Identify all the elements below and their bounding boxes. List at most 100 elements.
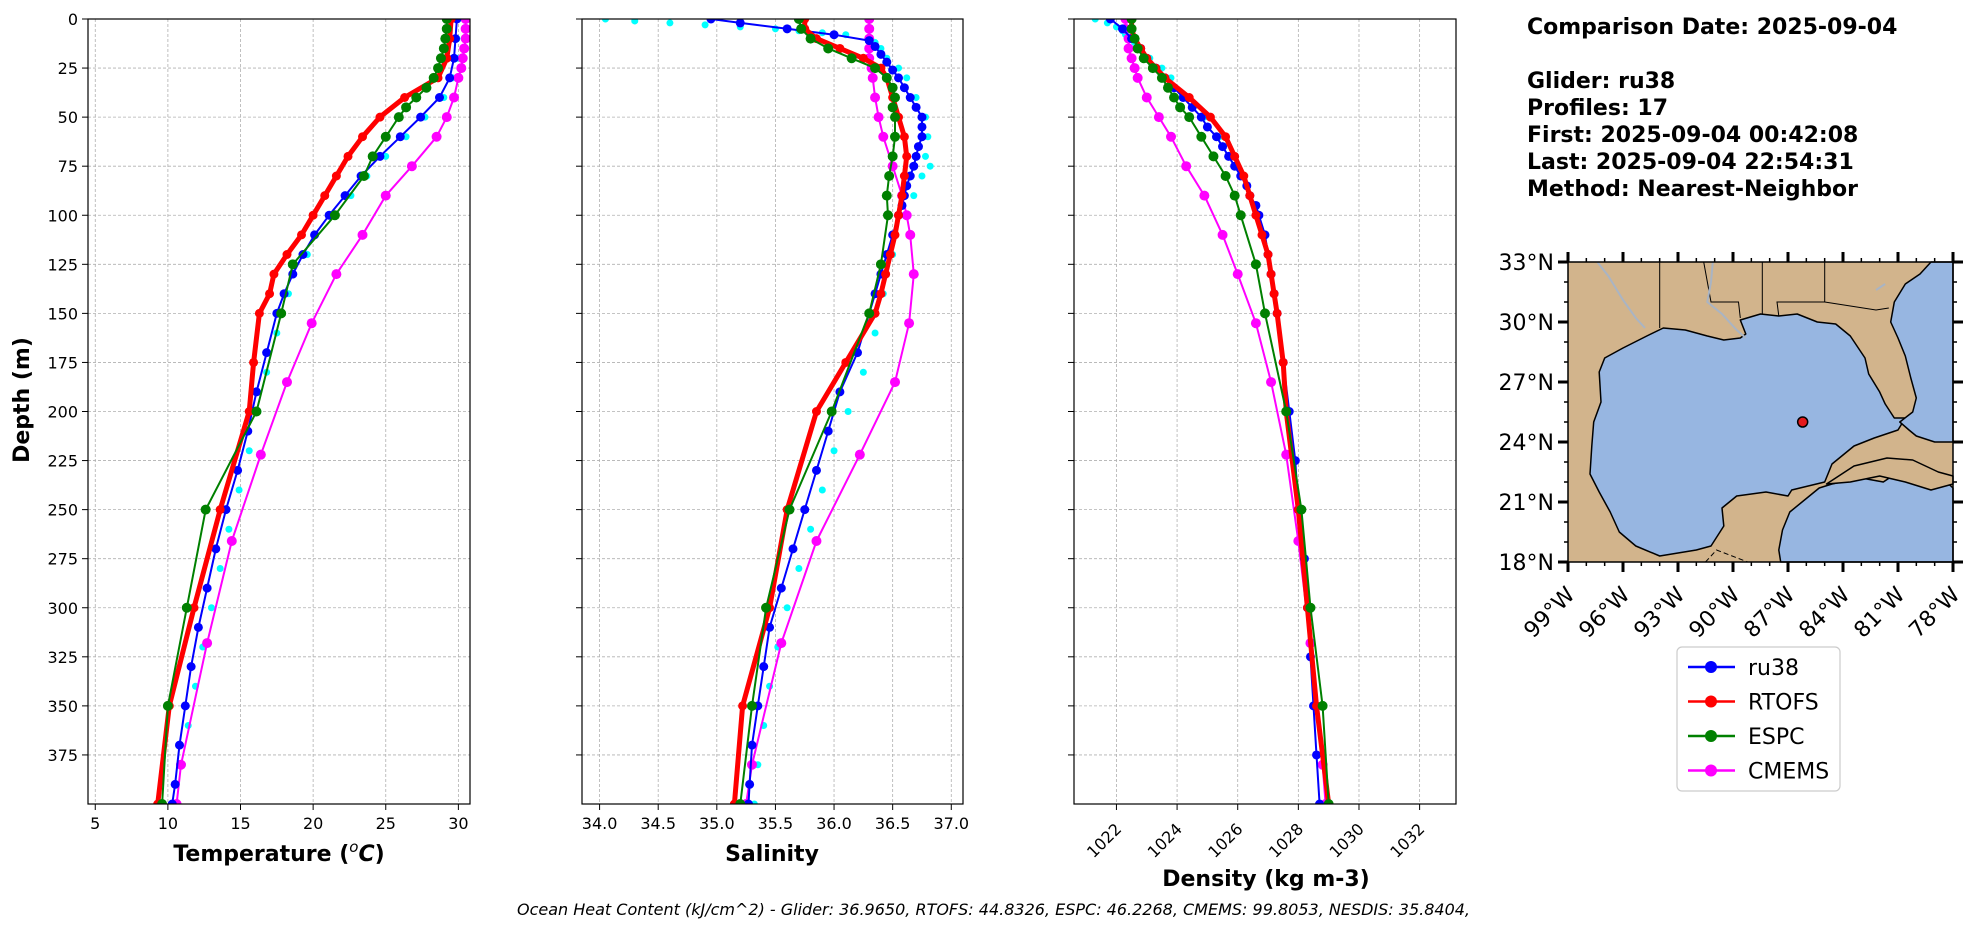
data-point xyxy=(456,63,467,74)
data-point xyxy=(1129,63,1140,74)
data-point xyxy=(706,19,716,24)
x-tick-label: 37.0 xyxy=(933,814,969,833)
x-tick-label: 35.5 xyxy=(758,814,794,833)
series-ru38 xyxy=(706,19,927,804)
lon-label: 81°W xyxy=(1850,582,1911,643)
x-tick-label: 5 xyxy=(90,814,100,833)
legend-label: ru38 xyxy=(1748,656,1799,681)
data-point xyxy=(795,565,803,572)
data-point xyxy=(170,779,180,789)
lat-label: 21°N xyxy=(1499,491,1554,516)
data-point xyxy=(830,447,838,455)
series-espc xyxy=(735,19,901,804)
lat-label: 18°N xyxy=(1499,551,1554,576)
y-tick-label: 125 xyxy=(47,255,78,274)
data-point xyxy=(746,700,757,711)
data-point xyxy=(180,701,190,711)
data-point xyxy=(1229,190,1240,201)
data-point xyxy=(805,33,816,44)
data-point xyxy=(329,210,340,221)
data-point xyxy=(1266,377,1277,388)
data-point xyxy=(701,21,709,29)
x-tick-label: 10 xyxy=(158,814,178,833)
first-time: First: 2025-09-04 00:42:08 xyxy=(1527,123,1859,148)
river xyxy=(1875,283,1886,291)
data-point xyxy=(1221,132,1231,142)
data-point xyxy=(1230,151,1240,161)
y-tick-label: 375 xyxy=(47,746,78,765)
data-point xyxy=(908,269,919,280)
data-point xyxy=(211,544,221,554)
x-tick-label: 36.0 xyxy=(816,814,852,833)
data-point xyxy=(441,112,452,123)
data-point xyxy=(911,151,921,161)
lon-label: 90°W xyxy=(1685,582,1746,643)
data-point xyxy=(181,602,192,613)
data-point xyxy=(1132,43,1143,54)
data-point xyxy=(1323,799,1334,804)
data-point xyxy=(1196,112,1206,122)
data-point xyxy=(1251,210,1261,220)
legend: ru38 RTOFS ESPC CMEMS xyxy=(1676,646,1841,792)
data-point xyxy=(235,486,243,494)
y-tick-label: 0 xyxy=(68,10,78,29)
data-point xyxy=(1269,289,1279,299)
series-espc xyxy=(1126,19,1334,804)
y-tick-label: 250 xyxy=(47,501,78,520)
data-point xyxy=(878,131,889,142)
data-point xyxy=(1147,63,1158,74)
method: Method: Nearest-Neighbor xyxy=(1527,177,1858,202)
data-point xyxy=(411,92,422,103)
y-tick-label: 25 xyxy=(58,59,78,78)
data-point xyxy=(1132,72,1143,83)
lat-label: 33°N xyxy=(1499,251,1554,276)
data-point xyxy=(793,19,804,24)
data-point xyxy=(913,142,923,152)
data-point xyxy=(459,43,470,54)
data-point xyxy=(1138,53,1149,64)
x-tick-label: 30 xyxy=(448,814,468,833)
data-point xyxy=(215,505,225,515)
data-point xyxy=(818,486,826,494)
lat-label: 30°N xyxy=(1499,311,1554,336)
data-point xyxy=(776,638,787,649)
river xyxy=(1596,261,1646,329)
data-point xyxy=(890,230,900,240)
data-point xyxy=(1199,190,1210,201)
state-border xyxy=(1776,262,1826,317)
data-point xyxy=(445,73,455,83)
data-point xyxy=(1263,250,1273,259)
data-point xyxy=(917,112,927,122)
x-tick-label: 1030 xyxy=(1326,819,1368,861)
data-point xyxy=(265,289,275,299)
data-point xyxy=(245,447,253,455)
y-tick-label: 350 xyxy=(47,697,78,716)
axes-frame xyxy=(87,18,471,805)
series-group xyxy=(601,19,934,804)
data-point xyxy=(905,93,915,102)
data-point xyxy=(745,779,755,789)
data-point xyxy=(890,131,901,142)
x-tick-label: 34.0 xyxy=(582,814,618,833)
state-border xyxy=(1703,261,1741,319)
data-point xyxy=(1126,53,1137,64)
data-point xyxy=(796,23,807,34)
x-tick-label: 36.5 xyxy=(875,814,911,833)
x-tick-label: 20 xyxy=(303,814,323,833)
data-point xyxy=(1312,750,1322,760)
data-point xyxy=(233,465,243,475)
x-tick-label: 1026 xyxy=(1204,819,1246,861)
ohc-footer: Ocean Heat Content (kJ/cm^2) - Glider: 3… xyxy=(516,900,1471,919)
series-group xyxy=(1091,19,1334,804)
series-rtofs xyxy=(153,19,456,804)
data-point xyxy=(902,151,912,161)
data-point xyxy=(811,407,821,416)
data-point xyxy=(897,191,907,201)
data-point xyxy=(367,151,378,162)
data-point xyxy=(1156,72,1167,83)
data-point xyxy=(380,190,391,201)
legend-box xyxy=(1676,646,1841,792)
data-point xyxy=(903,74,911,82)
legend-marker xyxy=(1705,730,1717,742)
